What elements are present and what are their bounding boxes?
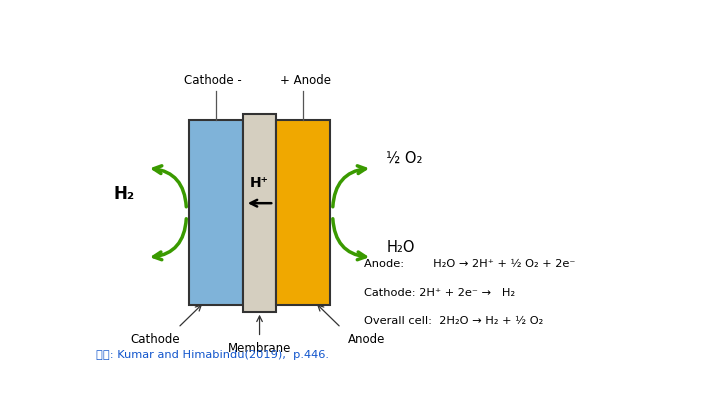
Text: Cathode: 2H⁺ + 2e⁻ →   H₂: Cathode: 2H⁺ + 2e⁻ → H₂ xyxy=(364,288,515,298)
Text: ½ O₂: ½ O₂ xyxy=(386,151,423,166)
Text: + Anode: + Anode xyxy=(280,73,332,87)
Text: Anode:        H₂O → 2H⁺ + ½ O₂ + 2e⁻: Anode: H₂O → 2H⁺ + ½ O₂ + 2e⁻ xyxy=(364,259,575,269)
Text: Overall cell:  2H₂O → H₂ + ½ O₂: Overall cell: 2H₂O → H₂ + ½ O₂ xyxy=(364,316,543,327)
Text: Cathode -: Cathode - xyxy=(184,73,242,87)
Text: Anode: Anode xyxy=(348,332,385,346)
Bar xyxy=(277,120,330,305)
Text: Cathode: Cathode xyxy=(131,332,180,346)
Text: H₂O: H₂O xyxy=(386,240,415,255)
Text: 자료: Kumar and Himabindu(2019),  p.446.: 자료: Kumar and Himabindu(2019), p.446. xyxy=(97,350,330,360)
Text: H⁺: H⁺ xyxy=(250,176,269,190)
Bar xyxy=(242,114,277,312)
Text: Membrane: Membrane xyxy=(228,342,291,355)
Bar xyxy=(189,120,242,305)
Text: H₂: H₂ xyxy=(114,185,135,203)
